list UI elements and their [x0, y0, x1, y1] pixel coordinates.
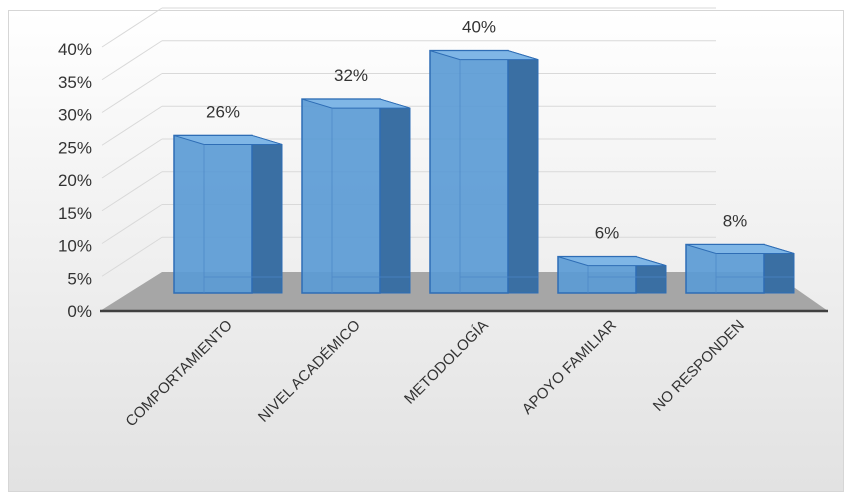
y-tick-label: 35%	[58, 73, 92, 92]
y-tick-label: 40%	[58, 40, 92, 59]
category-label: NIVEL ACADÉMICO	[255, 317, 364, 426]
bar-side-face	[507, 49, 539, 294]
gridline-diagonal	[101, 73, 163, 113]
bar-side-face	[251, 134, 283, 294]
bar-front-face	[173, 134, 253, 294]
bar-4	[557, 255, 667, 294]
bar-top-face	[429, 50, 539, 61]
bars	[173, 49, 795, 294]
bar-2	[301, 98, 411, 294]
gridline-diagonal	[101, 105, 163, 146]
bar-5	[685, 243, 795, 294]
data-label: 8%	[723, 212, 748, 231]
bar-side-face	[379, 98, 411, 294]
bar-front-face	[301, 98, 381, 294]
y-tick-label: 20%	[58, 171, 92, 190]
gridline-diagonal	[101, 236, 163, 277]
y-tick-label: 15%	[58, 204, 92, 223]
bar-front-face	[429, 49, 509, 294]
data-label: 6%	[595, 224, 620, 243]
bar-1	[173, 134, 283, 294]
gridline-diagonal	[101, 40, 163, 81]
bar-top-face	[301, 98, 411, 109]
data-label: 26%	[206, 102, 240, 121]
gridline-diagonal	[101, 171, 163, 212]
category-label: METODOLOGÍA	[401, 317, 492, 408]
bar-top-face	[557, 256, 667, 267]
y-tick-label: 5%	[67, 269, 92, 288]
bar-top-face	[173, 134, 283, 145]
data-label: 32%	[334, 66, 368, 85]
category-label: APOYO FAMILIAR	[519, 317, 620, 418]
data-label: 40%	[462, 18, 496, 37]
x-axis-categories: COMPORTAMIENTO NIVEL ACADÉMICO METODOLOGÍA…	[122, 317, 747, 430]
y-tick-label: 10%	[58, 237, 92, 256]
category-label: COMPORTAMIENTO	[122, 317, 235, 430]
y-tick-label: 0%	[67, 302, 92, 321]
data-labels: 26% 32% 40% 6% 8%	[206, 18, 747, 243]
y-tick-label: 30%	[58, 106, 92, 125]
bar-top-face	[685, 244, 795, 255]
gridline-diagonal	[101, 204, 163, 244]
category-label: NO RESPONDEN	[650, 317, 748, 415]
y-axis-ticks: 0% 5% 10% 15% 20% 25% 30% 35% 40%	[58, 40, 92, 321]
bar-3	[429, 49, 539, 294]
y-tick-label: 25%	[58, 138, 92, 157]
gridline-diagonal	[101, 7, 163, 48]
gridline-diagonal	[101, 138, 163, 179]
